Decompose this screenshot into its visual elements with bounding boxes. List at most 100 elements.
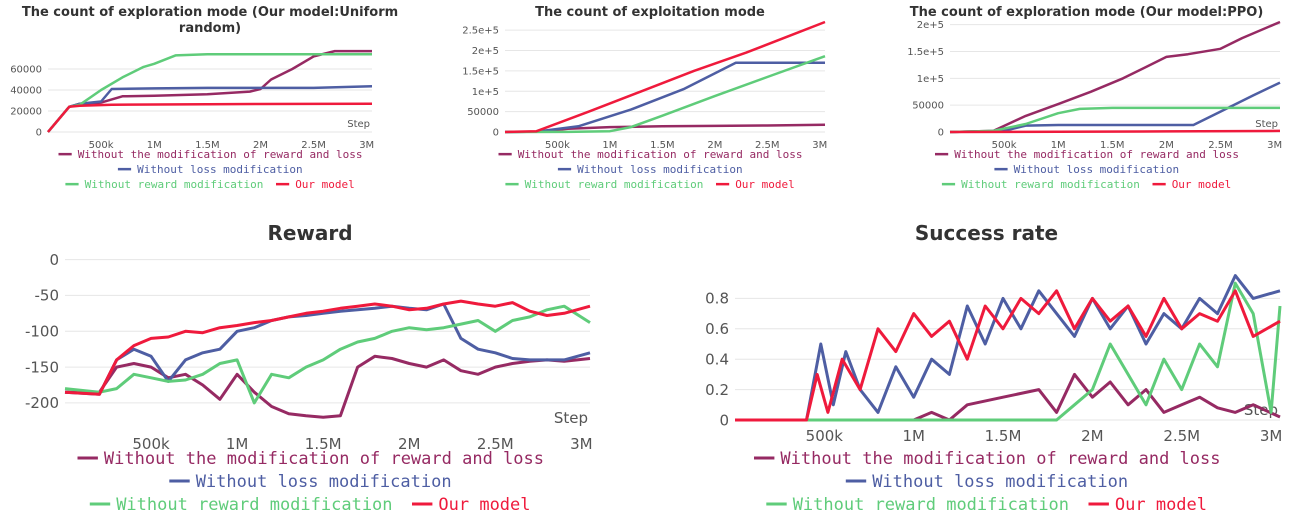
legend-label: Without loss modification (872, 472, 1128, 492)
legend-label: Without reward modification (525, 178, 704, 191)
legend-label: Without the modification of reward and l… (78, 148, 363, 161)
legend-label: Without loss modification (1014, 163, 1180, 176)
chart-success-rate: Success rate 0 0.2 0.4 0.6 0.8 500k 1M 1.5M 2M 2.5… (705, 221, 1283, 515)
series-line-without-reward (949, 106, 1280, 134)
y-tick-label: -150 (25, 358, 59, 376)
x-tick-label: 500k (89, 140, 114, 151)
y-tick-label: 0.8 (705, 290, 729, 308)
series-line-without-mod (47, 49, 372, 133)
chart-title-line: Success rate (915, 221, 1058, 245)
x-tick-label: 1M (147, 140, 162, 151)
y-tick-label: 40000 (10, 86, 42, 97)
y-tick-label: 0 (719, 411, 729, 429)
y-tick-label: 60000 (10, 65, 42, 76)
x-tick-label: 1M (602, 140, 617, 151)
chart-exploration-uniform: The count of exploration mode (Our model… (10, 5, 398, 191)
series-line-without-reward (64, 304, 591, 405)
legend-label: Without loss modification (196, 472, 452, 492)
chart-title-line: The count of exploitation mode (535, 5, 765, 20)
legend-label: Without the modification of reward and l… (104, 449, 544, 469)
series-line-our-model (735, 289, 1281, 422)
legend-label: Without reward modification (116, 495, 392, 515)
chart-title-line: random) (179, 21, 241, 36)
y-tick-label: 1.5e+5 (907, 47, 944, 58)
y-tick-label: 1e+5 (917, 74, 944, 85)
y-tick-label: 1.5e+5 (462, 66, 499, 77)
legend-label: Without loss modification (577, 163, 743, 176)
x-tick-label: 2M (707, 140, 722, 151)
legend-label: Without reward modification (793, 495, 1069, 515)
legend-label: Our model (438, 495, 530, 515)
legend-label: Our model (295, 178, 355, 191)
legend-label: Without the modification of reward and l… (954, 148, 1239, 161)
chart-title-line: Reward (267, 221, 352, 245)
legend-label: Our model (1172, 178, 1232, 191)
x-tick-label: 2M (1081, 427, 1104, 445)
x-tick-label: 1M (902, 427, 925, 445)
y-tick-label: 0.4 (705, 350, 729, 368)
x-tick-label: 3M (1267, 140, 1282, 151)
x-tick-label: 2M (253, 140, 268, 151)
x-tick-label: 2.5M (301, 140, 326, 151)
x-tick-label: 3M (570, 435, 593, 453)
series-line-our-model (949, 129, 1281, 134)
y-tick-label: 50000 (912, 101, 944, 112)
x-tick-label: 2M (398, 435, 421, 453)
x-tick-label: 2.5M (1208, 140, 1233, 151)
series-line-without-mod (65, 354, 591, 419)
legend-label: Without loss modification (137, 163, 303, 176)
y-tick-label: 0 (49, 251, 59, 269)
x-tick-label: 3M (1260, 427, 1283, 445)
x-tick-label: 500k (545, 140, 570, 151)
series-line-our-model (504, 20, 826, 134)
legend-label: Without the modification of reward and l… (780, 449, 1220, 469)
legend-label: Our model (1115, 495, 1207, 515)
x-tick-label: 1.5M (195, 140, 220, 151)
x-tick-label: 1M (226, 435, 249, 453)
series-line-without-reward (504, 55, 826, 134)
series-line-without-loss (64, 302, 591, 396)
x-tick-label: 1.5M (1100, 140, 1125, 151)
chart-title-line: The count of exploration mode (Our model… (910, 5, 1264, 20)
y-tick-label: 0 (493, 128, 499, 139)
chart-reward: Reward 0 -50 -100 -150 -200 500k 1M 1.5M 2M 2.5M 3M… (25, 221, 593, 515)
series-line-without-reward (735, 281, 1282, 422)
x-tick-label: 2.5M (477, 435, 514, 453)
y-tick-label: -200 (25, 394, 59, 412)
chart-exploitation: The count of exploitation mode 0 50000 1e+5… (462, 5, 827, 191)
series-line-without-mod (949, 20, 1281, 134)
x-tick-label: 3M (359, 140, 374, 151)
x-axis-label: Step (554, 409, 588, 427)
y-tick-label: -50 (35, 287, 60, 305)
x-tick-label: 1.5M (305, 435, 342, 453)
x-axis-label: Step (1255, 119, 1278, 130)
series-line-without-mod (735, 372, 1281, 422)
y-tick-label: 2e+5 (472, 46, 499, 57)
chart-title-line: The count of exploration mode (Our model… (22, 5, 398, 20)
y-tick-label: 0 (938, 128, 944, 139)
y-tick-label: -100 (25, 323, 59, 341)
x-tick-label: 2.5M (755, 140, 780, 151)
legend-label: Our model (735, 178, 795, 191)
y-tick-label: 2.5e+5 (462, 26, 499, 37)
series-line-our-model (47, 102, 373, 133)
y-tick-label: 0.6 (705, 320, 729, 338)
legend-label: Without reward modification (85, 178, 264, 191)
y-tick-label: 50000 (467, 107, 499, 118)
legend-label: Without reward modification (961, 178, 1140, 191)
y-tick-label: 20000 (10, 107, 42, 118)
x-tick-label: 500k (806, 427, 844, 445)
chart-exploration-ppo: The count of exploration mode (Our model… (907, 5, 1282, 191)
x-tick-label: 500k (132, 435, 170, 453)
y-tick-label: 0 (36, 128, 42, 139)
y-tick-label: 1e+5 (472, 87, 499, 98)
x-axis-label: Step (347, 119, 370, 130)
series-line-our-model (64, 299, 591, 396)
x-tick-label: 1M (1051, 140, 1066, 151)
x-tick-label: 500k (992, 140, 1017, 151)
x-tick-label: 3M (812, 140, 827, 151)
series-line-without-loss (949, 81, 1281, 134)
x-tick-label: 2.5M (1163, 427, 1200, 445)
x-tick-label: 1.5M (650, 140, 675, 151)
series-line-without-loss (735, 274, 1281, 422)
